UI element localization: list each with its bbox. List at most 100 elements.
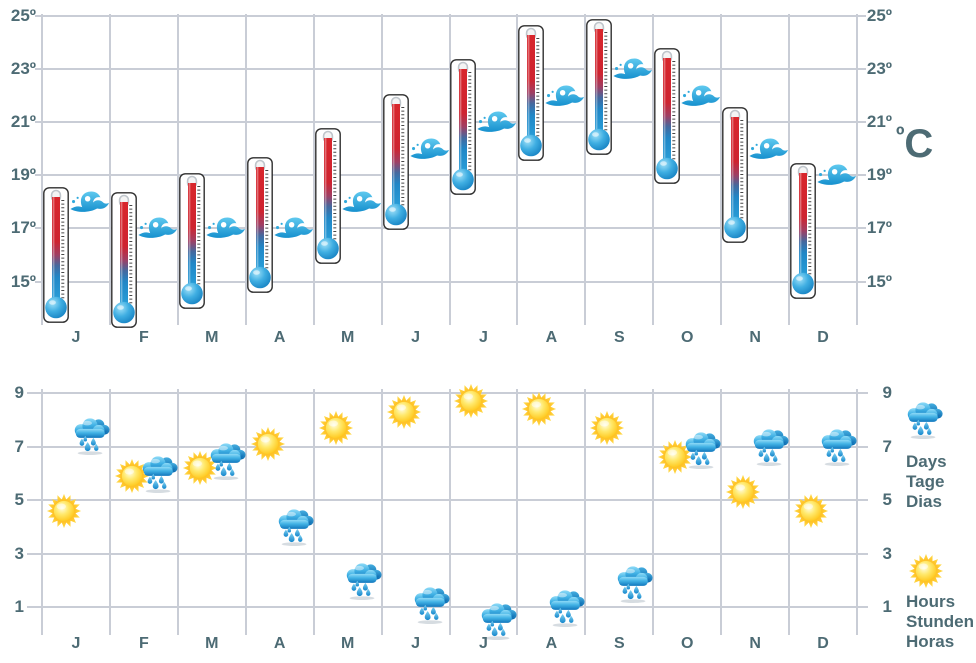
top-axis-label-left-25: 25º — [10, 6, 36, 25]
top-h-gridline-17 — [42, 227, 859, 230]
top-right-tick-19 — [857, 174, 866, 177]
top-axis-label-right-21: 21º — [866, 112, 892, 132]
wave-icon-jan — [69, 189, 109, 215]
top-v-gridline-7 — [516, 14, 519, 325]
top-v-gridline-9 — [652, 14, 655, 325]
thermometer-sep — [586, 19, 612, 155]
bottom-right-tick-7 — [857, 445, 868, 448]
top-left-tick-23 — [35, 68, 43, 71]
top-month-label-jun: J — [411, 329, 420, 346]
thermometer-dec — [790, 163, 816, 299]
bottom-v-gridline-9 — [652, 389, 655, 635]
wave-icon-aug — [544, 83, 584, 109]
top-right-tick-23 — [857, 68, 866, 71]
top-axis-label-right-23: 23º — [866, 59, 892, 79]
top-month-label-dec: D — [817, 329, 829, 346]
sun-icon-nov — [725, 474, 761, 510]
bottom-left-tick-9 — [27, 392, 43, 394]
bottom-h-gridline-7 — [42, 445, 859, 448]
bottom-left-tick-3 — [27, 552, 43, 555]
bottom-left-tick-1 — [27, 606, 43, 608]
wave-icon-oct — [680, 83, 720, 109]
bottom-v-gridline-10 — [720, 389, 723, 635]
thermometer-oct — [654, 48, 680, 184]
legend-label-hours: Hours — [906, 592, 956, 611]
sun-icon-may — [318, 410, 354, 446]
top-h-gridline-25 — [42, 15, 859, 17]
top-month-label-nov: N — [749, 329, 761, 346]
bottom-v-gridline-5 — [380, 389, 383, 635]
bottom-v-gridline-0 — [41, 389, 43, 635]
bottom-month-label-mar: M — [205, 635, 219, 652]
legend-label-stunden: Stunden — [906, 612, 974, 631]
rain-cloud-icon-apr — [274, 507, 316, 547]
top-h-gridline-19 — [42, 174, 859, 177]
top-v-gridline-6 — [448, 14, 451, 325]
bottom-axis-label-right-9: 9 — [882, 383, 892, 402]
bottom-v-gridline-6 — [448, 389, 451, 635]
bottom-month-label-oct: O — [680, 635, 694, 652]
rain-cloud-icon-feb — [138, 454, 180, 494]
top-month-label-jan: J — [71, 329, 81, 346]
rain-cloud-icon-jan — [70, 416, 112, 456]
rain-cloud-icon-nov — [749, 427, 791, 467]
top-left-tick-25 — [35, 15, 43, 17]
wave-icon-mar — [205, 215, 245, 241]
top-left-tick-19 — [35, 174, 43, 177]
bottom-axis-label-left-1: 1 — [14, 597, 24, 616]
bottom-v-gridline-1 — [108, 389, 111, 635]
thermometer-may — [315, 128, 341, 264]
bottom-month-label-apr: A — [273, 635, 286, 652]
top-month-label-apr: A — [273, 329, 286, 346]
top-v-gridline-0 — [41, 14, 43, 325]
wave-icon-nov — [748, 136, 788, 162]
thermometer-mar — [179, 173, 205, 309]
wave-icon-jul — [476, 109, 516, 135]
sun-icon-apr — [250, 426, 286, 462]
wave-icon-sep — [612, 56, 652, 82]
top-month-label-mar: M — [205, 329, 219, 346]
legend-label-tage: Tage — [906, 472, 945, 491]
top-right-tick-25 — [857, 15, 866, 17]
legend-rain-cloud-icon — [903, 400, 945, 440]
top-v-gridline-8 — [584, 14, 587, 325]
top-axis-label-left-23: 23º — [10, 59, 36, 79]
rain-cloud-icon-may — [342, 561, 384, 601]
top-v-gridline-11 — [788, 14, 791, 325]
bottom-v-gridline-8 — [584, 389, 587, 635]
top-axis-label-left-19: 19º — [10, 165, 36, 185]
legend-label-days: Days — [906, 452, 947, 471]
top-h-gridline-21 — [42, 121, 859, 124]
top-axis-label-left-17: 17º — [10, 218, 36, 238]
top-h-gridline-23 — [42, 68, 859, 71]
top-v-gridline-12 — [856, 14, 858, 325]
bottom-month-label-nov: N — [749, 635, 761, 652]
top-month-label-aug: A — [545, 329, 558, 346]
top-left-tick-21 — [35, 121, 43, 124]
bottom-left-tick-7 — [27, 445, 43, 448]
top-v-gridline-10 — [720, 14, 723, 325]
bottom-v-gridline-12 — [856, 389, 858, 635]
top-month-label-may: M — [340, 329, 355, 346]
bottom-v-gridline-7 — [516, 389, 519, 635]
rain-cloud-icon-mar — [206, 441, 248, 481]
legend-label-horas: Horas — [906, 632, 955, 651]
thermometer-jun — [383, 94, 409, 230]
rain-cloud-icon-oct — [681, 430, 723, 470]
bottom-v-gridline-11 — [788, 389, 791, 635]
legend-days-labels: Days Tage Dias — [906, 452, 947, 512]
rain-cloud-icon-aug — [545, 588, 587, 628]
top-v-gridline-2 — [176, 14, 179, 325]
rain-cloud-icon-dec — [817, 427, 859, 467]
bottom-h-gridline-9 — [42, 392, 859, 394]
top-axis-label-left-21: 21º — [10, 112, 36, 132]
wave-icon-may — [341, 189, 381, 215]
top-axis-label-right-17: 17º — [866, 218, 892, 238]
top-h-gridline-15 — [42, 280, 859, 283]
thermometer-feb — [111, 192, 137, 328]
top-axis-label-left-15: 15º — [10, 271, 36, 291]
bottom-month-label-dec: D — [817, 635, 829, 652]
top-left-tick-15 — [35, 280, 43, 283]
